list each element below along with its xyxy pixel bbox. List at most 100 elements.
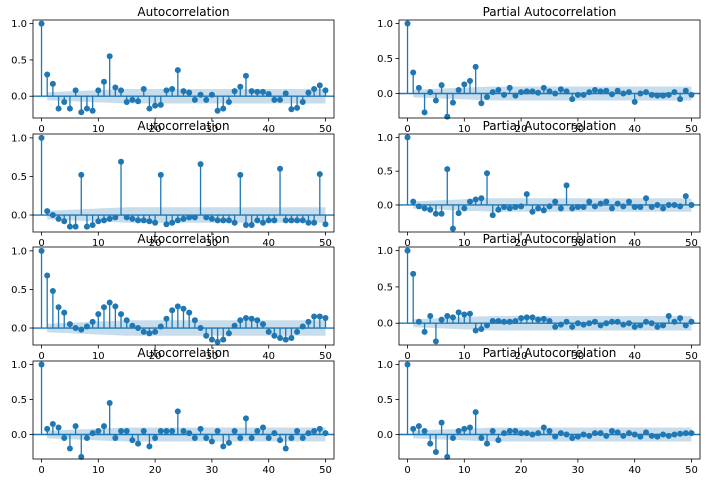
point-21 (157, 101, 164, 108)
point-38 (620, 321, 627, 328)
y-tick-label: 1.0 (11, 133, 27, 144)
point-37 (248, 88, 255, 95)
point-13 (478, 100, 485, 107)
point-3 (421, 428, 428, 434)
point-50 (688, 318, 695, 325)
point-41 (637, 203, 644, 210)
point-12 (472, 63, 479, 70)
point-7 (444, 166, 451, 173)
point-13 (112, 84, 119, 91)
point-41 (637, 90, 644, 97)
point-34 (597, 322, 604, 329)
point-39 (260, 321, 267, 328)
point-23 (535, 89, 542, 96)
point-36 (608, 91, 615, 98)
point-2 (415, 318, 422, 325)
point-25 (546, 318, 553, 325)
point-14 (484, 170, 491, 177)
x-tick-label: 10 (458, 465, 471, 476)
point-23 (169, 219, 176, 226)
subplot-7: 0 10 20 30 40 50 0.0 0.5 1.0 Autocorrelation (11, 346, 335, 476)
point-32 (220, 443, 227, 450)
point-3 (421, 109, 428, 116)
point-18 (140, 217, 147, 224)
point-50 (322, 87, 329, 94)
point-12 (106, 299, 113, 306)
point-26 (552, 433, 559, 440)
point-45 (294, 217, 301, 224)
point-24 (174, 408, 181, 415)
point-32 (586, 432, 593, 439)
point-29 (569, 205, 576, 212)
point-16 (495, 206, 502, 213)
point-27 (191, 96, 198, 103)
point-46 (665, 432, 672, 439)
point-26 (552, 323, 559, 330)
point-20 (152, 219, 159, 226)
point-50 (322, 430, 329, 437)
point-27 (557, 86, 564, 93)
point-10 (95, 428, 102, 434)
point-10 (461, 425, 468, 432)
point-23 (535, 205, 542, 212)
y-tick-label: 0.0 (377, 89, 393, 100)
point-44 (288, 106, 295, 113)
point-26 (186, 214, 193, 221)
point-6 (438, 210, 445, 217)
point-36 (242, 72, 249, 79)
point-45 (294, 104, 301, 111)
point-19 (512, 92, 519, 99)
point-20 (518, 315, 525, 322)
point-43 (648, 432, 655, 439)
point-42 (643, 318, 650, 325)
x-tick-label: 20 (149, 238, 162, 249)
point-16 (495, 318, 502, 325)
point-11 (100, 217, 107, 224)
point-19 (146, 218, 153, 225)
point-36 (242, 415, 249, 422)
point-12 (472, 196, 479, 203)
point-47 (305, 318, 312, 325)
point-40 (631, 98, 638, 105)
point-21 (157, 171, 164, 178)
point-49 (682, 193, 689, 200)
x-tick-label: 50 (685, 465, 698, 476)
x-tick-label: 30 (572, 124, 585, 135)
point-28 (563, 182, 570, 189)
point-14 (484, 94, 491, 100)
point-32 (586, 198, 593, 205)
y-tick-label: 0.5 (377, 395, 393, 406)
point-28 (563, 88, 570, 95)
point-29 (569, 323, 576, 330)
point-20 (518, 430, 525, 437)
point-25 (180, 305, 187, 312)
point-19 (512, 428, 519, 434)
point-46 (299, 323, 306, 330)
y-tick-label: 0.0 (377, 200, 393, 211)
point-35 (237, 435, 244, 441)
point-28 (197, 161, 204, 168)
point-45 (660, 431, 667, 438)
point-46 (299, 435, 306, 441)
point-38 (254, 428, 261, 434)
point-25 (180, 88, 187, 95)
point-10 (461, 311, 468, 318)
point-23 (169, 307, 176, 314)
point-34 (597, 88, 604, 95)
point-31 (580, 321, 587, 328)
x-tick-label: 40 (262, 465, 275, 476)
point-2 (49, 212, 56, 219)
point-18 (140, 328, 147, 335)
point-14 (118, 311, 125, 318)
point-9 (455, 210, 462, 217)
x-tick-label: 40 (628, 238, 641, 249)
point-16 (129, 96, 136, 103)
point-49 (316, 425, 323, 432)
point-2 (49, 287, 56, 294)
point-42 (643, 89, 650, 96)
point-27 (557, 321, 564, 328)
point-29 (203, 214, 210, 221)
point-3 (55, 105, 62, 112)
point-46 (299, 217, 306, 224)
point-17 (501, 91, 508, 98)
